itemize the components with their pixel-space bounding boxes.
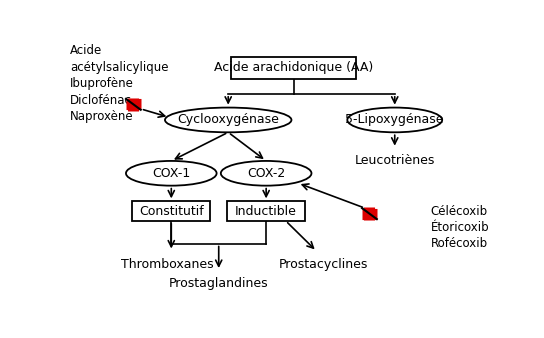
Text: Célécoxib: Célécoxib (431, 204, 488, 218)
Text: Ibuprofène: Ibuprofène (70, 77, 134, 90)
Text: Acide arachidonique (AA): Acide arachidonique (AA) (214, 62, 373, 74)
Text: COX-1: COX-1 (152, 167, 190, 180)
Text: COX-2: COX-2 (247, 167, 285, 180)
Text: Diclofénac: Diclofénac (70, 94, 132, 107)
Text: Cyclooxygénase: Cyclooxygénase (177, 114, 279, 126)
Ellipse shape (126, 161, 217, 186)
FancyBboxPatch shape (231, 57, 356, 79)
Ellipse shape (165, 107, 292, 132)
Text: Rofécoxib: Rofécoxib (431, 237, 488, 250)
Text: Naproxène: Naproxène (70, 110, 134, 123)
FancyBboxPatch shape (227, 201, 305, 221)
Text: 5-Lipoxygénase: 5-Lipoxygénase (345, 114, 444, 126)
Text: Acide: Acide (70, 45, 102, 57)
Text: Prostacyclines: Prostacyclines (279, 258, 368, 271)
FancyBboxPatch shape (132, 201, 211, 221)
Text: Prostaglandines: Prostaglandines (169, 277, 269, 290)
Ellipse shape (221, 161, 312, 186)
Text: Constitutif: Constitutif (139, 204, 203, 218)
Text: Inductible: Inductible (235, 204, 297, 218)
Text: acétylsalicylique: acétylsalicylique (70, 61, 169, 74)
Text: Thromboxanes: Thromboxanes (121, 258, 213, 271)
Text: Étoricoxib: Étoricoxib (431, 221, 489, 234)
Text: Leucotriènes: Leucotriènes (355, 154, 435, 167)
Ellipse shape (347, 107, 442, 132)
